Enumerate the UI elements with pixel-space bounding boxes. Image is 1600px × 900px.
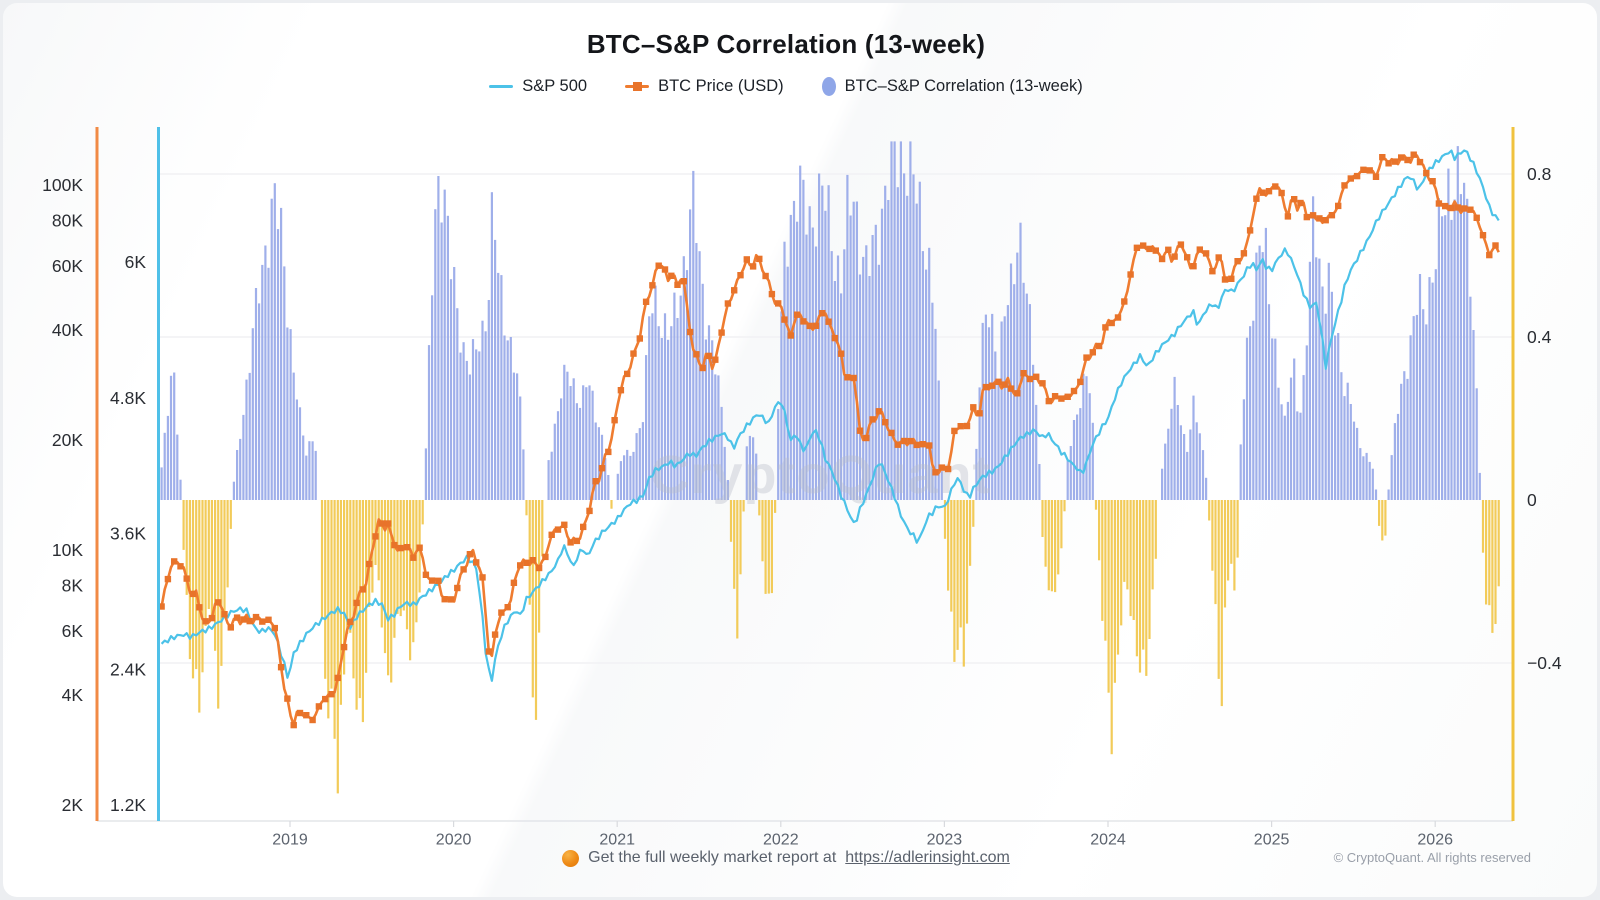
svg-text:2021: 2021 <box>599 832 635 849</box>
corr-axis-tick-labels: 0.8 0.4 0 −0.4 <box>1527 164 1562 673</box>
orange-ball-icon <box>562 849 580 867</box>
svg-text:2026: 2026 <box>1417 832 1453 849</box>
svg-text:4K: 4K <box>62 685 84 705</box>
svg-text:2023: 2023 <box>927 832 963 849</box>
footer-report-link[interactable]: https://adlerinsight.com <box>845 849 1010 866</box>
svg-text:40K: 40K <box>52 320 83 340</box>
chart-card: CryptoQuant 100K 80K 60K 40K 20K 10K 8K 6K 4K 2K … <box>3 3 1597 897</box>
watermark-text: CryptoQuant <box>651 445 992 505</box>
sp500-line <box>160 149 1500 682</box>
svg-text:0.8: 0.8 <box>1527 164 1551 184</box>
x-axis-baseline <box>97 820 1513 827</box>
svg-text:4.8K: 4.8K <box>110 388 146 408</box>
copyright-text: © CryptoQuant. All rights reserved <box>1333 850 1531 865</box>
svg-text:3.6K: 3.6K <box>110 524 146 544</box>
correlation-ellipse-swatch-icon <box>821 77 836 96</box>
svg-text:2024: 2024 <box>1090 832 1126 849</box>
svg-text:6K: 6K <box>125 252 147 272</box>
sp-axis-tick-labels: 6K 4.8K 3.6K 2.4K 1.2K <box>110 252 146 815</box>
footer-report-text: Get the full weekly market report at <box>588 849 837 866</box>
legend-item-sp500[interactable]: S&P 500 <box>489 77 587 96</box>
btc-axis-tick-labels: 100K 80K 60K 40K 20K 10K 8K 6K 4K 2K <box>42 175 83 815</box>
svg-text:0.4: 0.4 <box>1527 327 1552 347</box>
legend-label-sp500: S&P 500 <box>522 77 588 95</box>
axis-lines <box>95 127 1515 821</box>
svg-text:2K: 2K <box>62 795 84 815</box>
svg-text:10K: 10K <box>52 540 83 560</box>
chart-title: BTC–S&P Correlation (13-week) <box>586 29 986 59</box>
btc-price-line <box>158 151 1500 729</box>
btc-line-swatch-icon <box>625 82 650 90</box>
svg-text:60K: 60K <box>52 256 83 276</box>
svg-text:0: 0 <box>1527 490 1537 510</box>
legend-label-correlation: BTC–S&P Correlation (13-week) <box>844 77 1083 95</box>
svg-text:2025: 2025 <box>1254 832 1290 849</box>
legend-item-correlation[interactable]: BTC–S&P Correlation (13-week) <box>821 77 1083 96</box>
legend: S&P 500 BTC Price (USD) BTC–S&P Correlat… <box>3 77 1569 96</box>
svg-text:−0.4: −0.4 <box>1527 653 1562 673</box>
svg-text:2019: 2019 <box>272 832 308 849</box>
svg-text:2020: 2020 <box>436 832 472 849</box>
svg-text:2022: 2022 <box>763 832 799 849</box>
legend-item-btc-price[interactable]: BTC Price (USD) <box>625 77 784 96</box>
svg-text:1.2K: 1.2K <box>110 795 146 815</box>
svg-text:80K: 80K <box>52 210 83 230</box>
x-axis-year-labels: 2019 2020 2021 2022 2023 2024 2025 2026 <box>272 832 1453 849</box>
chart-canvas: CryptoQuant 100K80K60K40K20K10K8K6K4K2K … <box>42 127 1562 849</box>
svg-text:8K: 8K <box>62 575 84 595</box>
legend-label-btc-price: BTC Price (USD) <box>658 77 784 95</box>
footer-report-banner: Get the full weekly market report at htt… <box>3 849 1569 867</box>
svg-text:100K: 100K <box>42 175 83 195</box>
svg-text:2.4K: 2.4K <box>110 659 146 679</box>
svg-text:6K: 6K <box>62 621 84 641</box>
svg-text:20K: 20K <box>52 430 83 450</box>
sp500-line-swatch-icon <box>489 84 514 89</box>
